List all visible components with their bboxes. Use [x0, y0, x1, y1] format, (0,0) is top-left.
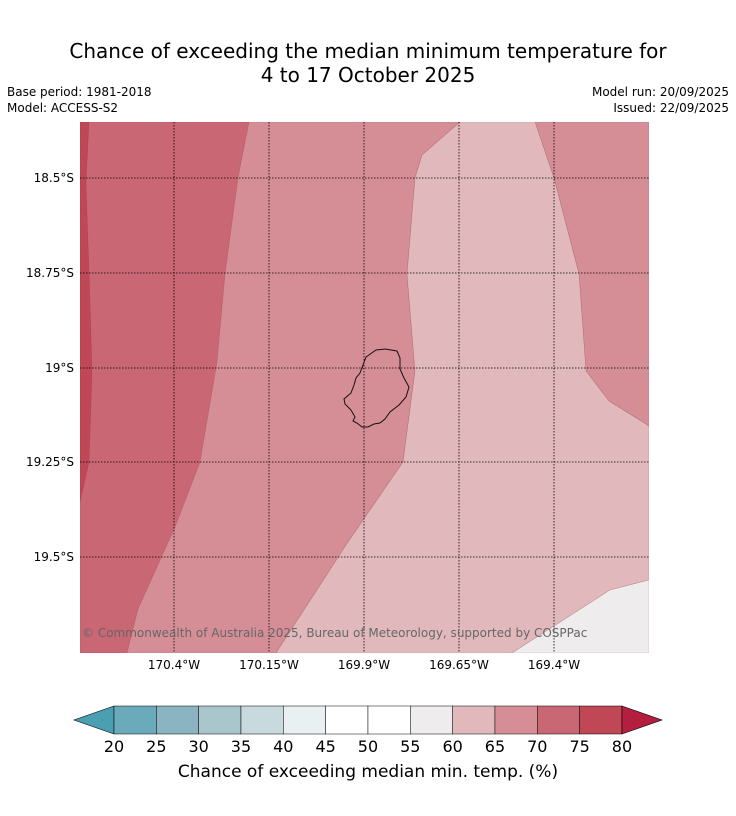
colorbar-cell — [283, 705, 326, 735]
colorbar-cell — [494, 705, 538, 735]
lat-label-19-25: 19.25°S — [26, 455, 74, 469]
lon-label-170-4: 170.4°W — [147, 658, 201, 672]
lat-label-19-5: 19.5°S — [33, 550, 74, 564]
colorbar-tick-label: 55 — [400, 737, 420, 756]
model-name: Model: ACCESS-S2 — [7, 101, 119, 115]
colorbar-cell — [113, 705, 157, 735]
colorbar-cell — [452, 705, 496, 735]
map-svg — [80, 122, 649, 653]
colorbar-cell — [537, 705, 580, 735]
lon-label-170-15: 170.15°W — [239, 658, 299, 672]
lon-label-169-9: 169.9°W — [337, 658, 391, 672]
colorbar-cell — [410, 705, 453, 735]
colorbar-tick-label: 45 — [315, 737, 335, 756]
region-75-80-west — [80, 122, 93, 503]
colorbar: 20 25 30 35 40 45 50 55 60 65 70 75 80 — [73, 705, 663, 756]
issued-date: Issued: 22/09/2025 — [613, 101, 729, 115]
region-55-60 — [511, 579, 649, 653]
base-period: Base period: 1981-2018 — [7, 85, 152, 99]
colorbar-tick-label: 75 — [569, 737, 589, 756]
lon-label-169-4: 169.4°W — [527, 658, 581, 672]
colorbar-tick-label: 80 — [612, 737, 632, 756]
map-panel: © Commonwealth of Australia 2025, Bureau… — [80, 122, 649, 653]
colorbar-tick-label: 40 — [273, 737, 293, 756]
chart-title-line2: 4 to 17 October 2025 — [260, 63, 476, 87]
colorbar-cell — [156, 705, 199, 735]
colorbar-tick-label: 20 — [104, 737, 124, 756]
lon-label-169-65: 169.65°W — [429, 658, 489, 672]
graticule — [80, 122, 649, 653]
colorbar-tick-label: 35 — [231, 737, 251, 756]
colorbar-tick-label: 70 — [527, 737, 547, 756]
copyright-credit: © Commonwealth of Australia 2025, Bureau… — [82, 626, 588, 640]
colorbar-tick-label: 65 — [485, 737, 505, 756]
colorbar-cell — [325, 705, 369, 735]
colorbar-title: Chance of exceeding median min. temp. (%… — [177, 762, 559, 782]
lat-label-18-5: 18.5°S — [33, 171, 74, 185]
chart-title-line1: Chance of exceeding the median minimum t… — [69, 39, 667, 63]
colorbar-under-arrow — [73, 705, 115, 735]
colorbar-cell — [579, 705, 623, 735]
colorbar-cell — [198, 705, 242, 735]
lat-label-18-75: 18.75°S — [26, 266, 74, 280]
colorbar-tick-label: 30 — [188, 737, 208, 756]
colorbar-over-arrow — [621, 705, 663, 735]
colorbar-tick-label: 60 — [442, 737, 462, 756]
lat-label-19: 19°S — [45, 361, 74, 375]
model-run: Model run: 20/09/2025 — [591, 85, 729, 99]
colorbar-tick-label: 25 — [146, 737, 166, 756]
colorbar-tick-label: 50 — [358, 737, 378, 756]
colorbar-cell — [240, 705, 284, 735]
island-coastline — [343, 348, 410, 428]
colorbar-cell — [367, 705, 411, 735]
